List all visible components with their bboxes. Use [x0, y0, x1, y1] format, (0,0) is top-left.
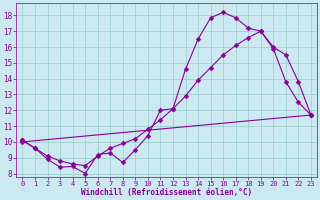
X-axis label: Windchill (Refroidissement éolien,°C): Windchill (Refroidissement éolien,°C)	[81, 188, 252, 197]
